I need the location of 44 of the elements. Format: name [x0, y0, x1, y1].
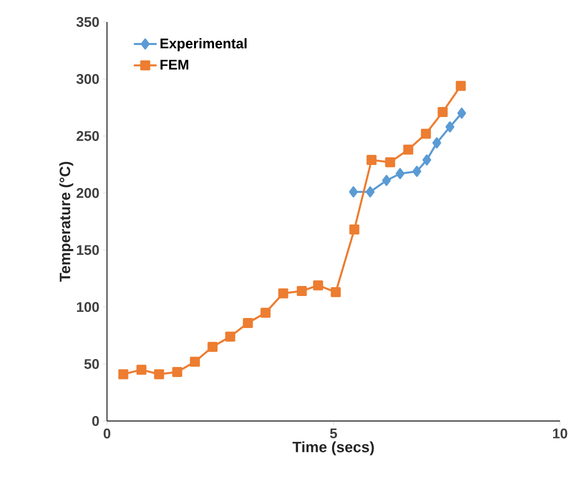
point [136, 364, 146, 375]
point [190, 356, 200, 367]
x-tick-label: 0 [104, 428, 110, 438]
y-axis-title: Temperature (°C) [59, 162, 74, 282]
point [420, 128, 431, 139]
y-tick-label: 50 [84, 359, 99, 369]
point [366, 154, 377, 165]
point [225, 332, 236, 342]
point [457, 108, 466, 119]
y-tick-label: 100 [76, 302, 99, 312]
y-tick-label: 200 [76, 188, 99, 198]
point [403, 144, 414, 155]
point [208, 342, 218, 352]
point [349, 186, 358, 198]
point [382, 174, 391, 186]
y-tick-label: 150 [76, 245, 99, 255]
point [385, 157, 396, 168]
x-tick-label: 10 [553, 428, 568, 438]
point [260, 308, 271, 318]
y-tick-label: 0 [92, 416, 99, 426]
point [330, 287, 341, 298]
point [412, 166, 422, 177]
legend-label: Experimental [160, 38, 247, 52]
x-tick-label: 5 [330, 428, 338, 438]
y-tick-label: 300 [76, 74, 99, 84]
point [118, 369, 128, 380]
point [422, 154, 432, 166]
y-tick-label: 350 [76, 17, 99, 27]
point [438, 107, 448, 118]
point [313, 280, 324, 290]
point [242, 318, 253, 328]
point [366, 186, 375, 198]
legend-label: FEM [160, 60, 188, 70]
x-axis-title: Time (secs) [292, 441, 374, 456]
point [296, 286, 307, 296]
point [396, 168, 404, 180]
point [432, 137, 442, 148]
point [154, 369, 164, 380]
point [446, 121, 454, 132]
point [456, 80, 466, 91]
point [349, 224, 360, 234]
point [278, 288, 288, 298]
point [172, 366, 182, 377]
y-tick-label: 250 [76, 131, 99, 141]
